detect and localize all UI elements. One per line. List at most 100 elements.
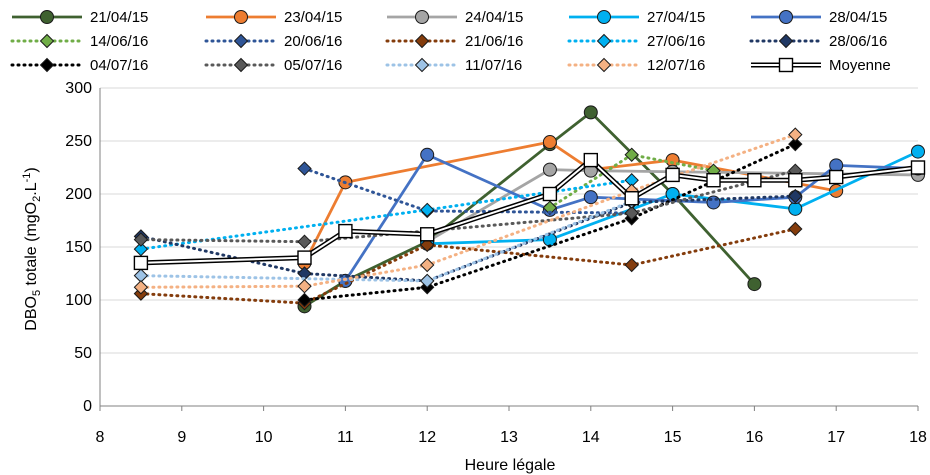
- legend-marker: [39, 57, 55, 73]
- series-21-04-15: [297, 105, 762, 314]
- series-line: [139, 199, 634, 283]
- legend-label: Moyenne: [829, 57, 891, 74]
- y-tick-label: 50: [74, 345, 92, 362]
- legend-item-24-04-15: 24/04/15: [387, 9, 523, 26]
- series-layer: [133, 105, 926, 314]
- data-point: [419, 257, 435, 273]
- legend-label: 24/04/15: [465, 9, 523, 26]
- legend-label: 20/06/16: [284, 33, 342, 50]
- x-tick-label: 13: [500, 429, 518, 446]
- data-point: [542, 200, 558, 215]
- data-point: [542, 135, 557, 150]
- y-tick-label: 100: [65, 292, 92, 309]
- data-point: [583, 190, 598, 205]
- legend-marker: [778, 33, 794, 49]
- legend-marker: [778, 57, 794, 73]
- data-point: [624, 205, 639, 221]
- legend-item-28-06-16: 28/06/16: [749, 33, 887, 50]
- data-point: [788, 136, 803, 152]
- x-tick-label: 9: [177, 429, 186, 446]
- data-point: [133, 280, 149, 295]
- legend-label: 27/04/15: [647, 9, 705, 26]
- legend-marker: [39, 33, 55, 49]
- data-point: [133, 232, 149, 247]
- data-point: [338, 223, 353, 239]
- legend-item-moyenne: Moyenne: [751, 57, 891, 74]
- legend-label: 28/04/15: [829, 9, 887, 26]
- x-tick-label: 15: [664, 429, 682, 446]
- y-tick-label: 250: [65, 133, 92, 150]
- series-line: [139, 178, 634, 251]
- data-point: [420, 227, 435, 242]
- series-27-06-16: [133, 173, 639, 257]
- data-point: [706, 173, 721, 188]
- data-point: [910, 160, 926, 175]
- data-point: [583, 152, 598, 168]
- data-point: [911, 144, 925, 159]
- legend-marker: [596, 57, 612, 73]
- y-tick-label: 0: [83, 398, 92, 415]
- legend-item-20-06-16: 20/06/16: [204, 33, 342, 50]
- data-point: [419, 273, 435, 289]
- x-tick-label: 16: [746, 429, 764, 446]
- legend-item-27-04-15: 27/04/15: [569, 9, 705, 26]
- legend-label: 14/06/16: [90, 33, 148, 50]
- x-tick-label: 18: [909, 429, 927, 446]
- series-05-07-16: [133, 163, 803, 249]
- y-tick-label: 150: [65, 239, 92, 256]
- legend-label: 04/07/16: [90, 57, 148, 74]
- legend-item-21-06-16: 21/06/16: [385, 33, 523, 50]
- legend-marker: [234, 10, 248, 24]
- data-point: [788, 201, 803, 216]
- legend-label: 21/06/16: [465, 33, 523, 50]
- legend-item-11-07-16: 11/07/16: [385, 57, 522, 74]
- legend-item-05-07-16: 05/07/16: [204, 57, 342, 74]
- axes: [99, 88, 919, 411]
- series-moyenne: [133, 152, 926, 271]
- x-tick-label: 11: [337, 429, 354, 446]
- tick-labels: 0 50 100 150 200 250 300 8 9 10 11 12 13 14 15 16 17 18: [65, 80, 927, 446]
- legend-item-23-04-15: 23/04/15: [206, 9, 342, 26]
- legend-item-04-07-16: 04/07/16: [10, 57, 148, 74]
- data-point: [420, 147, 435, 162]
- x-tick-label: 17: [827, 429, 845, 446]
- legend-item-28-04-15: 28/04/15: [751, 9, 887, 26]
- x-tick-label: 10: [255, 429, 273, 446]
- data-point: [297, 292, 312, 308]
- y-tick-label: 300: [65, 80, 92, 97]
- data-point: [419, 237, 435, 253]
- legend-label: 21/04/15: [90, 9, 148, 26]
- data-point: [297, 234, 312, 249]
- legend-item-14-06-16: 14/06/16: [10, 33, 148, 50]
- series-line: [303, 167, 634, 215]
- legend-marker: [414, 57, 430, 73]
- legend-item-27-06-16: 27/06/16: [567, 33, 705, 50]
- data-point: [133, 241, 149, 257]
- data-point: [624, 147, 639, 162]
- legend-label: 27/06/16: [647, 33, 705, 50]
- legend-label: 12/07/16: [647, 57, 705, 74]
- data-point: [542, 186, 558, 202]
- data-point: [788, 173, 803, 188]
- data-point: [297, 279, 312, 294]
- legend-item-21-04-15: 21/04/15: [12, 9, 148, 26]
- data-point: [665, 167, 680, 183]
- series-line: [139, 194, 797, 283]
- data-point: [829, 169, 844, 185]
- legend-marker: [233, 33, 249, 49]
- legend-item-12-07-16: 12/07/16: [567, 57, 705, 74]
- legend-marker: [414, 33, 430, 49]
- data-point: [788, 221, 803, 237]
- legend-label: 05/07/16: [284, 57, 342, 74]
- data-point: [542, 162, 557, 177]
- legend-label: 28/06/16: [829, 33, 887, 50]
- legend-marker: [233, 57, 249, 73]
- legend-marker: [596, 33, 612, 49]
- legend-marker: [779, 10, 793, 24]
- legend-label: 11/07/16: [465, 57, 522, 74]
- legend: 21/04/15 23/04/15 24/04/15 27/04/15 28/04/15…: [10, 9, 891, 74]
- data-point: [297, 161, 312, 176]
- data-point: [624, 191, 639, 206]
- legend-marker: [597, 10, 611, 24]
